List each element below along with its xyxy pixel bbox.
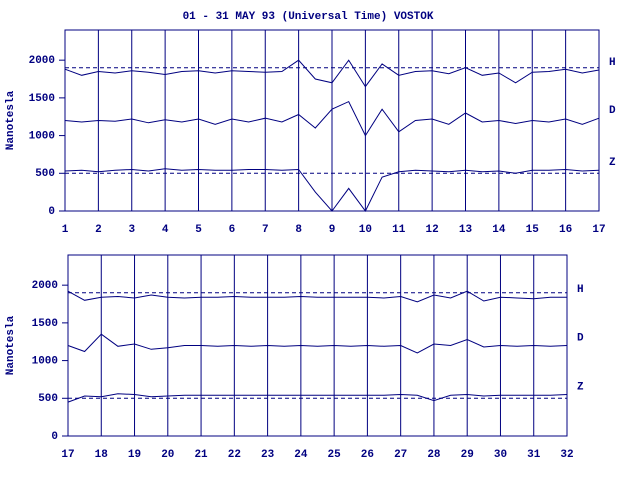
y-tick-label: 2000 <box>32 280 58 292</box>
x-tick-label: 24 <box>294 449 308 461</box>
series-label: D <box>577 332 584 344</box>
x-tick-label: 2 <box>95 224 102 236</box>
series-label: Z <box>609 157 616 169</box>
x-tick-label: 22 <box>228 449 241 461</box>
x-tick-label: 15 <box>526 224 540 236</box>
y-axis-label: Nanotesla <box>5 315 17 375</box>
chart-title: 01 - 31 MAY 93 (Universal Time) VOSTOK <box>183 11 434 23</box>
x-tick-label: 8 <box>295 224 302 236</box>
y-tick-label: 1000 <box>32 355 58 367</box>
x-tick-label: 31 <box>527 449 541 461</box>
x-tick-label: 3 <box>128 224 135 236</box>
x-tick-label: 12 <box>426 224 439 236</box>
x-tick-label: 17 <box>592 224 605 236</box>
y-tick-label: 2000 <box>29 55 55 67</box>
x-tick-label: 4 <box>162 224 169 236</box>
y-tick-label: 500 <box>35 168 55 180</box>
series-label: H <box>609 57 616 69</box>
series-line <box>67 393 568 403</box>
x-tick-label: 27 <box>394 449 407 461</box>
series-line <box>64 59 600 88</box>
series-line <box>67 333 568 354</box>
plot-frame <box>67 254 568 437</box>
x-tick-label: 25 <box>328 449 342 461</box>
x-tick-label: 16 <box>559 224 572 236</box>
x-tick-label: 32 <box>560 449 573 461</box>
y-tick-label: 0 <box>48 206 55 218</box>
y-tick-label: 500 <box>38 393 58 405</box>
series-label: D <box>609 105 616 117</box>
x-tick-label: 14 <box>492 224 506 236</box>
x-tick-label: 1 <box>62 224 69 236</box>
x-tick-label: 9 <box>329 224 336 236</box>
series-line <box>64 100 600 137</box>
x-tick-label: 6 <box>229 224 236 236</box>
x-tick-label: 28 <box>427 449 441 461</box>
series-line <box>64 168 600 212</box>
series-line <box>67 290 567 303</box>
x-tick-label: 29 <box>461 449 474 461</box>
x-tick-label: 10 <box>359 224 372 236</box>
y-tick-label: 1000 <box>29 130 55 142</box>
x-tick-label: 23 <box>261 449 275 461</box>
x-tick-label: 21 <box>194 449 208 461</box>
series-label: H <box>577 284 584 296</box>
x-tick-label: 17 <box>61 449 74 461</box>
x-tick-label: 30 <box>494 449 507 461</box>
y-tick-label: 1500 <box>32 318 58 330</box>
x-tick-label: 11 <box>392 224 406 236</box>
x-tick-label: 26 <box>361 449 374 461</box>
x-tick-label: 20 <box>161 449 174 461</box>
x-tick-label: 19 <box>128 449 141 461</box>
y-tick-label: 1500 <box>29 93 55 105</box>
x-tick-label: 13 <box>459 224 473 236</box>
x-tick-label: 18 <box>95 449 109 461</box>
y-axis-label: Nanotesla <box>5 90 17 150</box>
x-tick-label: 7 <box>262 224 269 236</box>
y-tick-label: 0 <box>51 431 58 443</box>
series-label: Z <box>577 381 584 393</box>
x-tick-label: 5 <box>195 224 202 236</box>
